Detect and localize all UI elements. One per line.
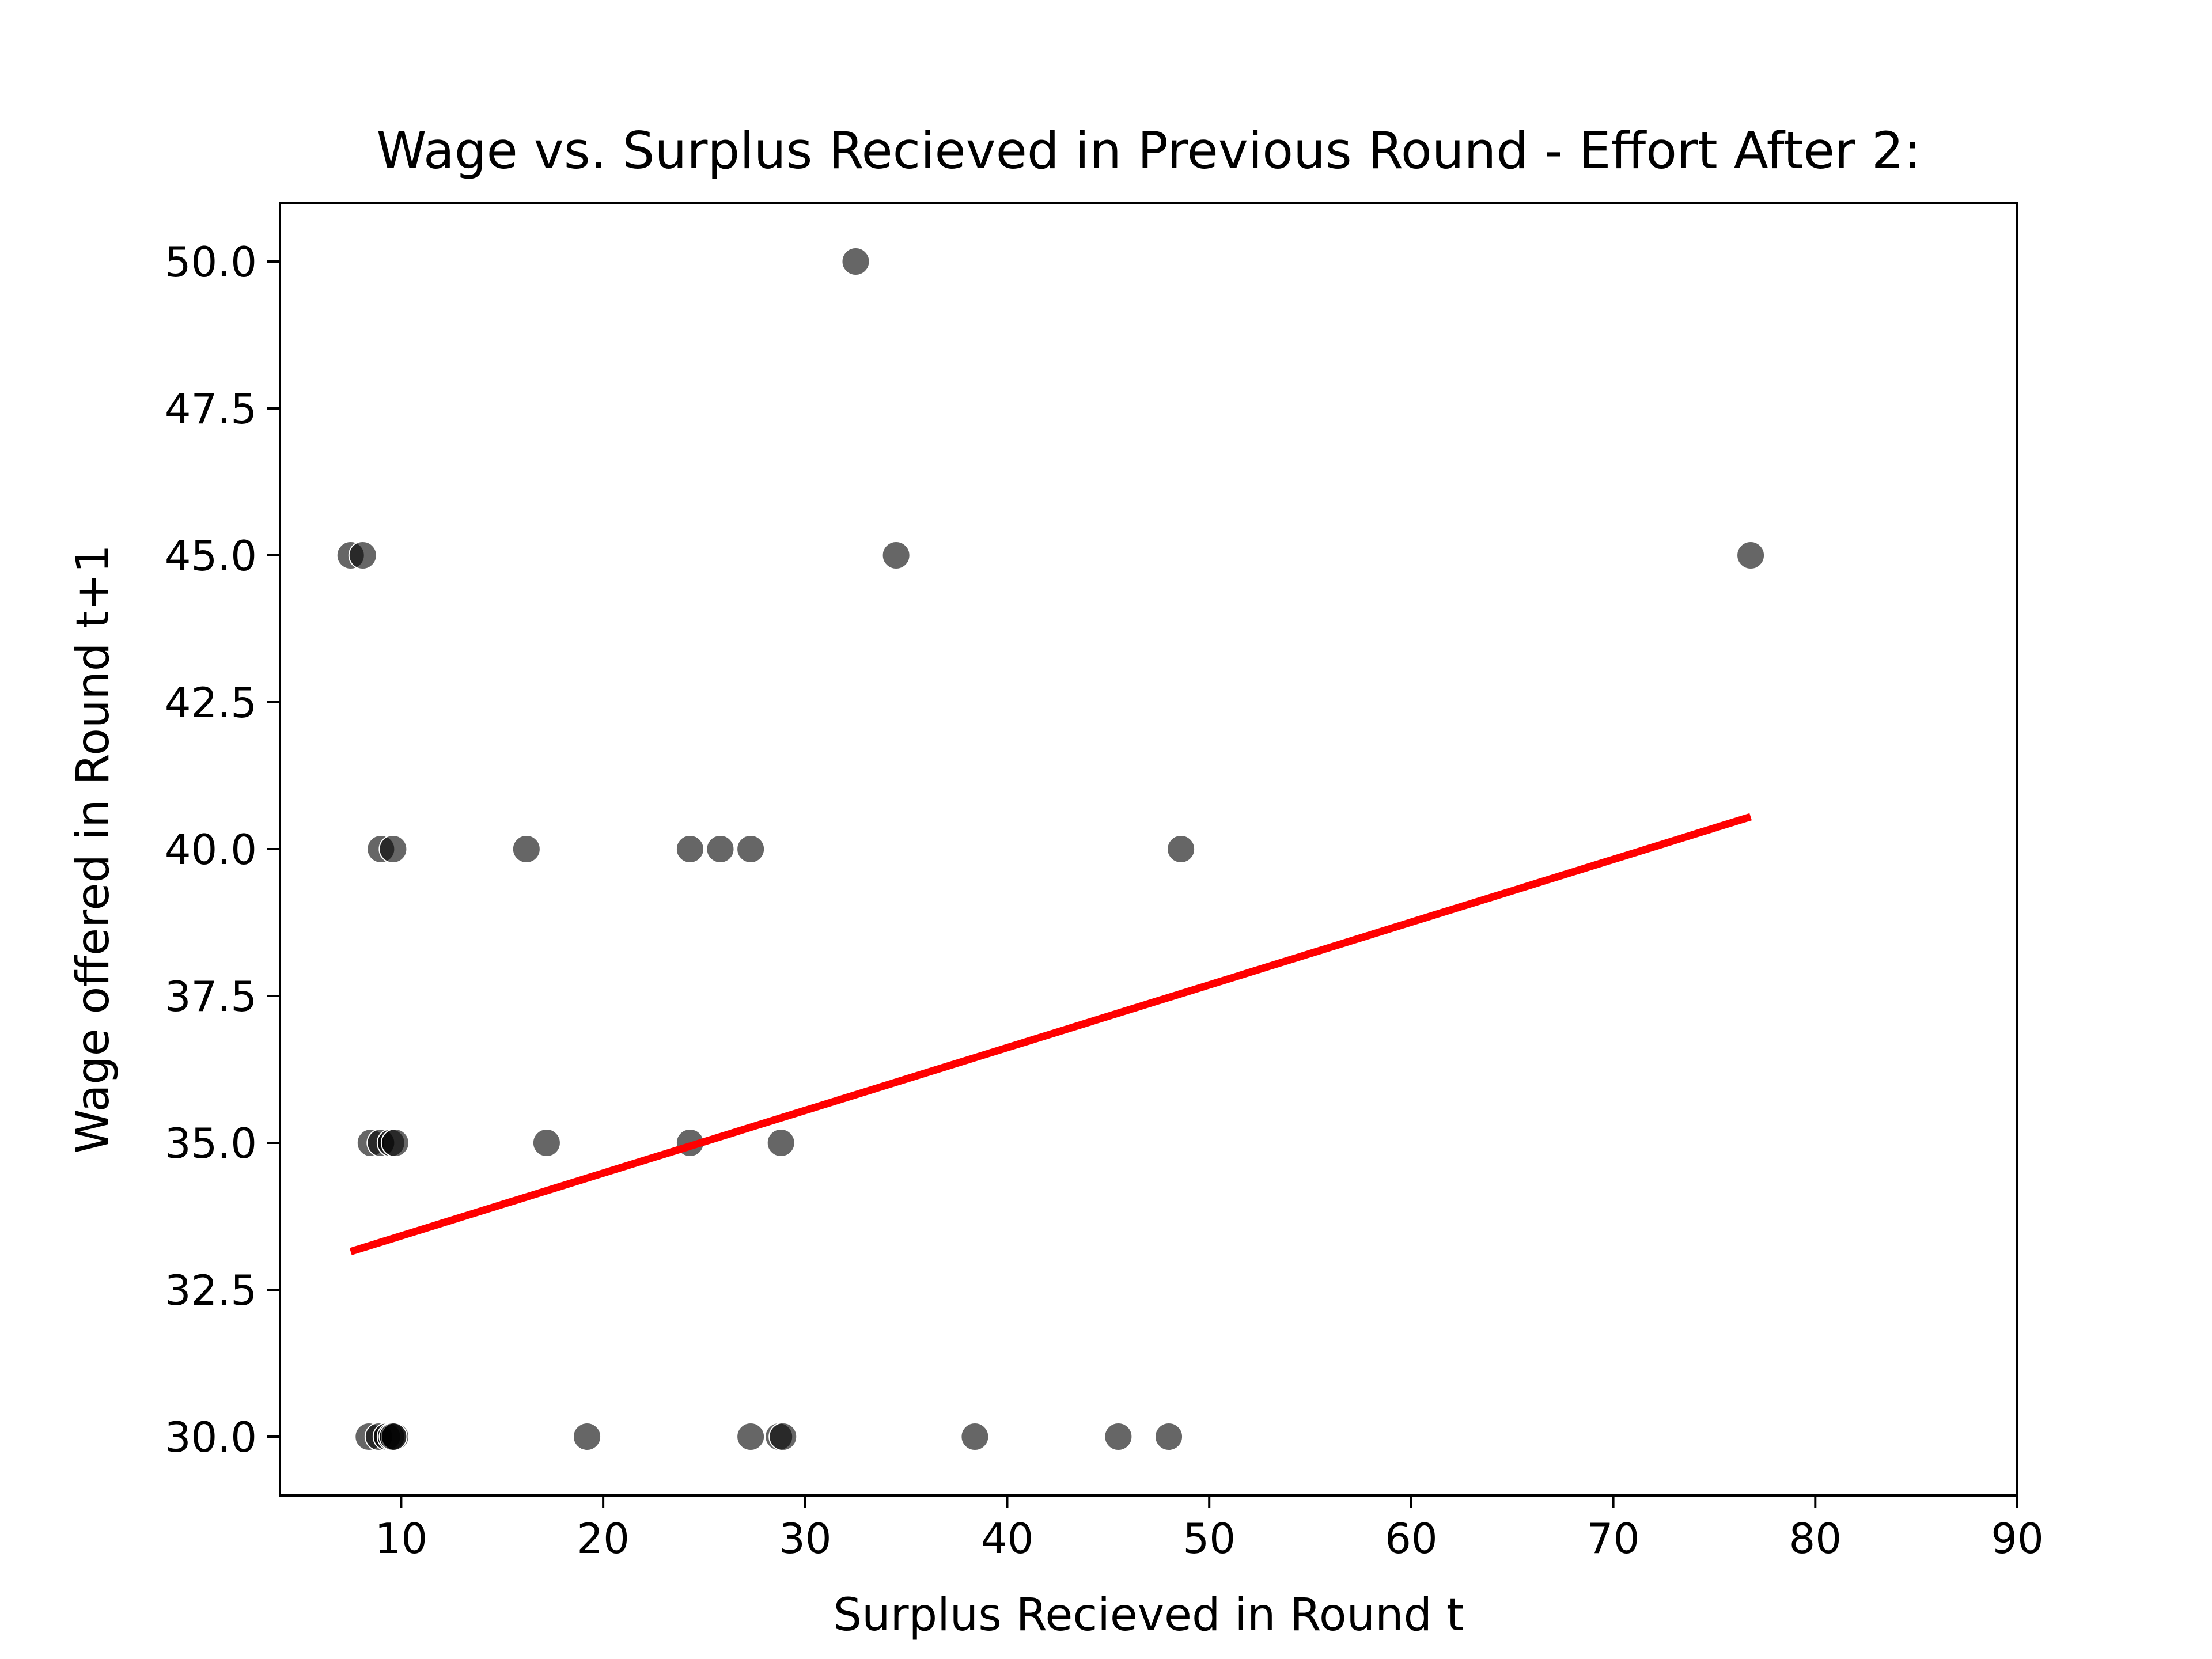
data-point [378,835,408,863]
y-axis-label: Wage offered in Round t+1 [67,544,119,1153]
y-axis-ticks: 30.0 32.5 35.0 37.5 40.0 42.5 45.0 47.5 50.0 [165,238,280,1461]
x-tick-label: 40 [981,1514,1034,1563]
x-tick-label: 70 [1587,1514,1640,1563]
data-point [841,247,870,276]
x-axis-ticks: 10 20 30 40 50 60 70 80 90 [375,1495,2044,1563]
chart-title: Wage vs. Surplus Recieved in Previous Ro… [376,121,1921,180]
x-tick-label: 30 [779,1514,832,1563]
x-axis-label: Surplus Recieved in Round t [834,1589,1464,1641]
data-point [881,541,911,570]
data-point [706,835,735,863]
x-tick-label: 80 [1789,1514,1842,1563]
y-tick-label: 35.0 [165,1119,257,1168]
y-tick-label: 37.5 [165,972,257,1021]
x-tick-label: 50 [1183,1514,1236,1563]
data-point [532,1128,561,1157]
y-tick-label: 32.5 [165,1266,257,1315]
y-tick-label: 30.0 [165,1413,257,1461]
y-tick-label: 40.0 [165,825,257,874]
data-point [512,835,541,863]
data-point [380,1128,410,1157]
regression-line [349,813,1752,1255]
y-tick-label: 47.5 [165,385,257,433]
data-point [348,541,377,570]
data-point [736,1422,766,1451]
data-point [1166,835,1196,863]
x-tick-label: 60 [1385,1514,1438,1563]
x-tick-label: 20 [577,1514,630,1563]
data-point [1736,541,1766,570]
data-point [675,835,704,863]
data-point [768,1422,798,1451]
data-point [378,1422,408,1451]
y-tick-label: 42.5 [165,679,257,727]
x-tick-label: 90 [1991,1514,2044,1563]
data-point [960,1422,990,1451]
x-tick-label: 10 [375,1514,428,1563]
regression-line-group [349,813,1752,1255]
data-point [573,1422,602,1451]
data-point [736,835,766,863]
y-tick-label: 50.0 [165,238,257,286]
data-point [766,1128,796,1157]
data-point [1154,1422,1184,1451]
y-tick-label: 45.0 [165,532,257,580]
data-points [336,247,1766,1451]
data-point [1104,1422,1133,1451]
